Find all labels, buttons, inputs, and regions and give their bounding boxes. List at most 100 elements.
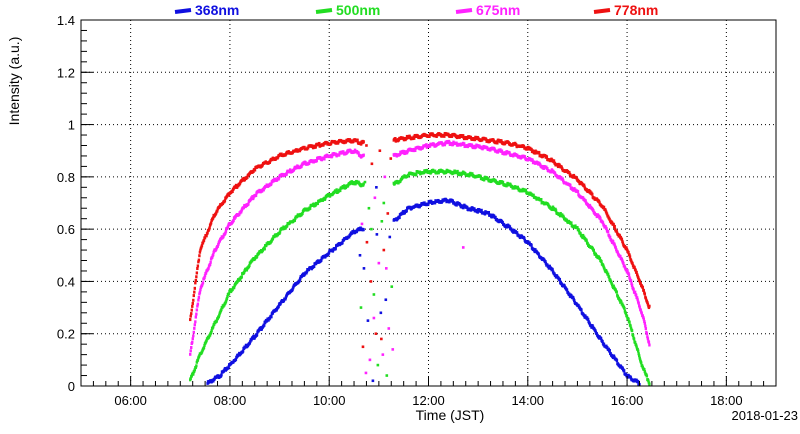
data-point — [542, 166, 545, 170]
data-point — [194, 365, 198, 369]
data-point — [190, 312, 193, 316]
data-point — [225, 297, 229, 301]
data-point — [494, 215, 497, 219]
data-point — [314, 145, 317, 149]
legend-swatch — [174, 8, 192, 14]
data-point — [308, 206, 312, 210]
data-point — [195, 360, 199, 364]
data-point — [196, 302, 200, 306]
data-point — [474, 145, 478, 149]
data-point — [636, 275, 640, 279]
data-point — [204, 271, 208, 275]
data-point — [367, 206, 371, 210]
data-point — [600, 259, 603, 263]
data-point — [192, 334, 195, 338]
data-point — [552, 159, 556, 163]
data-point — [484, 137, 488, 141]
data-point — [598, 215, 602, 219]
data-point — [482, 178, 486, 182]
data-point — [627, 250, 630, 254]
data-point — [206, 231, 209, 235]
legend-label: 368nm — [195, 2, 239, 18]
data-point — [354, 182, 357, 186]
legend: 368nm 500nm 675nm 778nm — [174, 2, 658, 18]
data-point — [379, 311, 383, 315]
data-point — [547, 264, 550, 268]
data-point — [599, 336, 603, 340]
data-point — [500, 149, 504, 153]
data-point — [192, 294, 195, 298]
data-point — [209, 221, 213, 225]
data-point — [198, 292, 201, 296]
data-point — [241, 349, 245, 353]
data-point — [212, 379, 215, 383]
data-point — [644, 324, 647, 328]
y-tick-label: 0.4 — [57, 274, 75, 289]
data-point — [196, 358, 200, 362]
data-point — [523, 155, 527, 159]
data-point — [483, 212, 487, 216]
data-point — [358, 253, 362, 257]
data-point — [636, 348, 639, 352]
data-point — [208, 226, 211, 230]
data-point — [574, 224, 577, 228]
data-point — [205, 339, 208, 343]
data-point — [625, 246, 628, 250]
data-point — [619, 254, 622, 258]
data-point — [252, 196, 255, 200]
data-point — [194, 281, 197, 285]
data-point — [373, 196, 377, 200]
data-point — [348, 138, 352, 142]
data-point — [577, 179, 581, 183]
data-point — [638, 356, 641, 360]
data-point — [365, 240, 369, 244]
data-point — [212, 322, 216, 326]
data-point — [196, 304, 199, 308]
data-point — [289, 168, 292, 172]
data-point — [642, 289, 645, 293]
data-point — [608, 217, 611, 221]
data-point — [473, 207, 476, 211]
data-point — [646, 335, 649, 339]
data-point — [608, 348, 611, 352]
data-point — [390, 285, 394, 288]
data-point — [192, 330, 195, 334]
data-point — [648, 343, 651, 347]
data-point — [191, 340, 194, 344]
data-point — [544, 260, 547, 264]
data-point — [579, 232, 582, 236]
data-point — [262, 188, 265, 192]
data-point — [639, 282, 642, 286]
data-point — [607, 275, 611, 279]
data-point — [461, 246, 465, 249]
data-point — [200, 244, 204, 248]
y-tick-label: 0.2 — [57, 327, 75, 342]
data-point — [450, 134, 454, 138]
data-point — [217, 315, 220, 319]
data-point — [576, 226, 579, 230]
data-point — [380, 337, 383, 341]
scatter-cloud-points — [358, 144, 465, 383]
data-point — [362, 228, 365, 232]
legend-swatch — [315, 8, 333, 14]
y-tick-label: 1 — [68, 118, 75, 133]
data-point — [224, 300, 228, 304]
data-layer — [189, 131, 651, 387]
data-point — [456, 169, 459, 173]
data-point — [413, 136, 416, 140]
data-point — [601, 221, 605, 225]
data-point — [303, 145, 306, 149]
data-point — [621, 241, 625, 245]
data-point — [645, 332, 649, 336]
data-point — [638, 279, 641, 283]
data-point — [646, 301, 649, 305]
data-point — [207, 266, 210, 270]
data-point — [293, 218, 297, 222]
data-point — [316, 202, 319, 206]
data-point — [189, 318, 192, 322]
data-point — [234, 183, 238, 187]
x-tick-label: 18:00 — [710, 393, 743, 408]
data-point — [243, 270, 246, 274]
data-point — [240, 275, 243, 279]
data-point — [275, 178, 279, 182]
